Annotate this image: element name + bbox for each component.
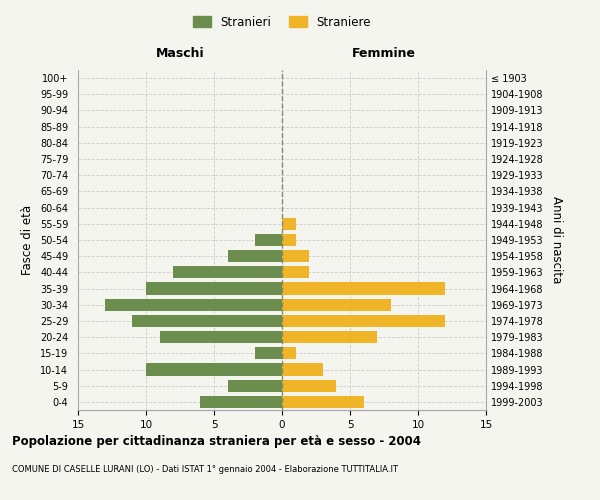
Text: COMUNE DI CASELLE LURANI (LO) - Dati ISTAT 1° gennaio 2004 - Elaborazione TUTTIT: COMUNE DI CASELLE LURANI (LO) - Dati IST… [12, 465, 398, 474]
Bar [227, 250, 282, 262]
Bar [105, 298, 282, 311]
Bar [133, 315, 282, 327]
Bar [255, 348, 282, 360]
Bar [282, 250, 309, 262]
Text: Maschi: Maschi [155, 48, 205, 60]
Y-axis label: Anni di nascita: Anni di nascita [550, 196, 563, 284]
Bar [282, 380, 337, 392]
Bar [282, 348, 296, 360]
Bar [146, 282, 282, 294]
Text: Popolazione per cittadinanza straniera per età e sesso - 2004: Popolazione per cittadinanza straniera p… [12, 435, 421, 448]
Bar [227, 380, 282, 392]
Y-axis label: Fasce di età: Fasce di età [22, 205, 34, 275]
Bar [282, 315, 445, 327]
Bar [282, 396, 364, 408]
Bar [282, 282, 445, 294]
Bar [282, 331, 377, 343]
Bar [200, 396, 282, 408]
Bar [160, 331, 282, 343]
Bar [173, 266, 282, 278]
Bar [282, 298, 391, 311]
Bar [282, 364, 323, 376]
Legend: Stranieri, Straniere: Stranieri, Straniere [188, 11, 376, 34]
Bar [146, 364, 282, 376]
Bar [255, 234, 282, 246]
Bar [282, 234, 296, 246]
Bar [282, 218, 296, 230]
Text: Femmine: Femmine [352, 48, 416, 60]
Bar [282, 266, 309, 278]
